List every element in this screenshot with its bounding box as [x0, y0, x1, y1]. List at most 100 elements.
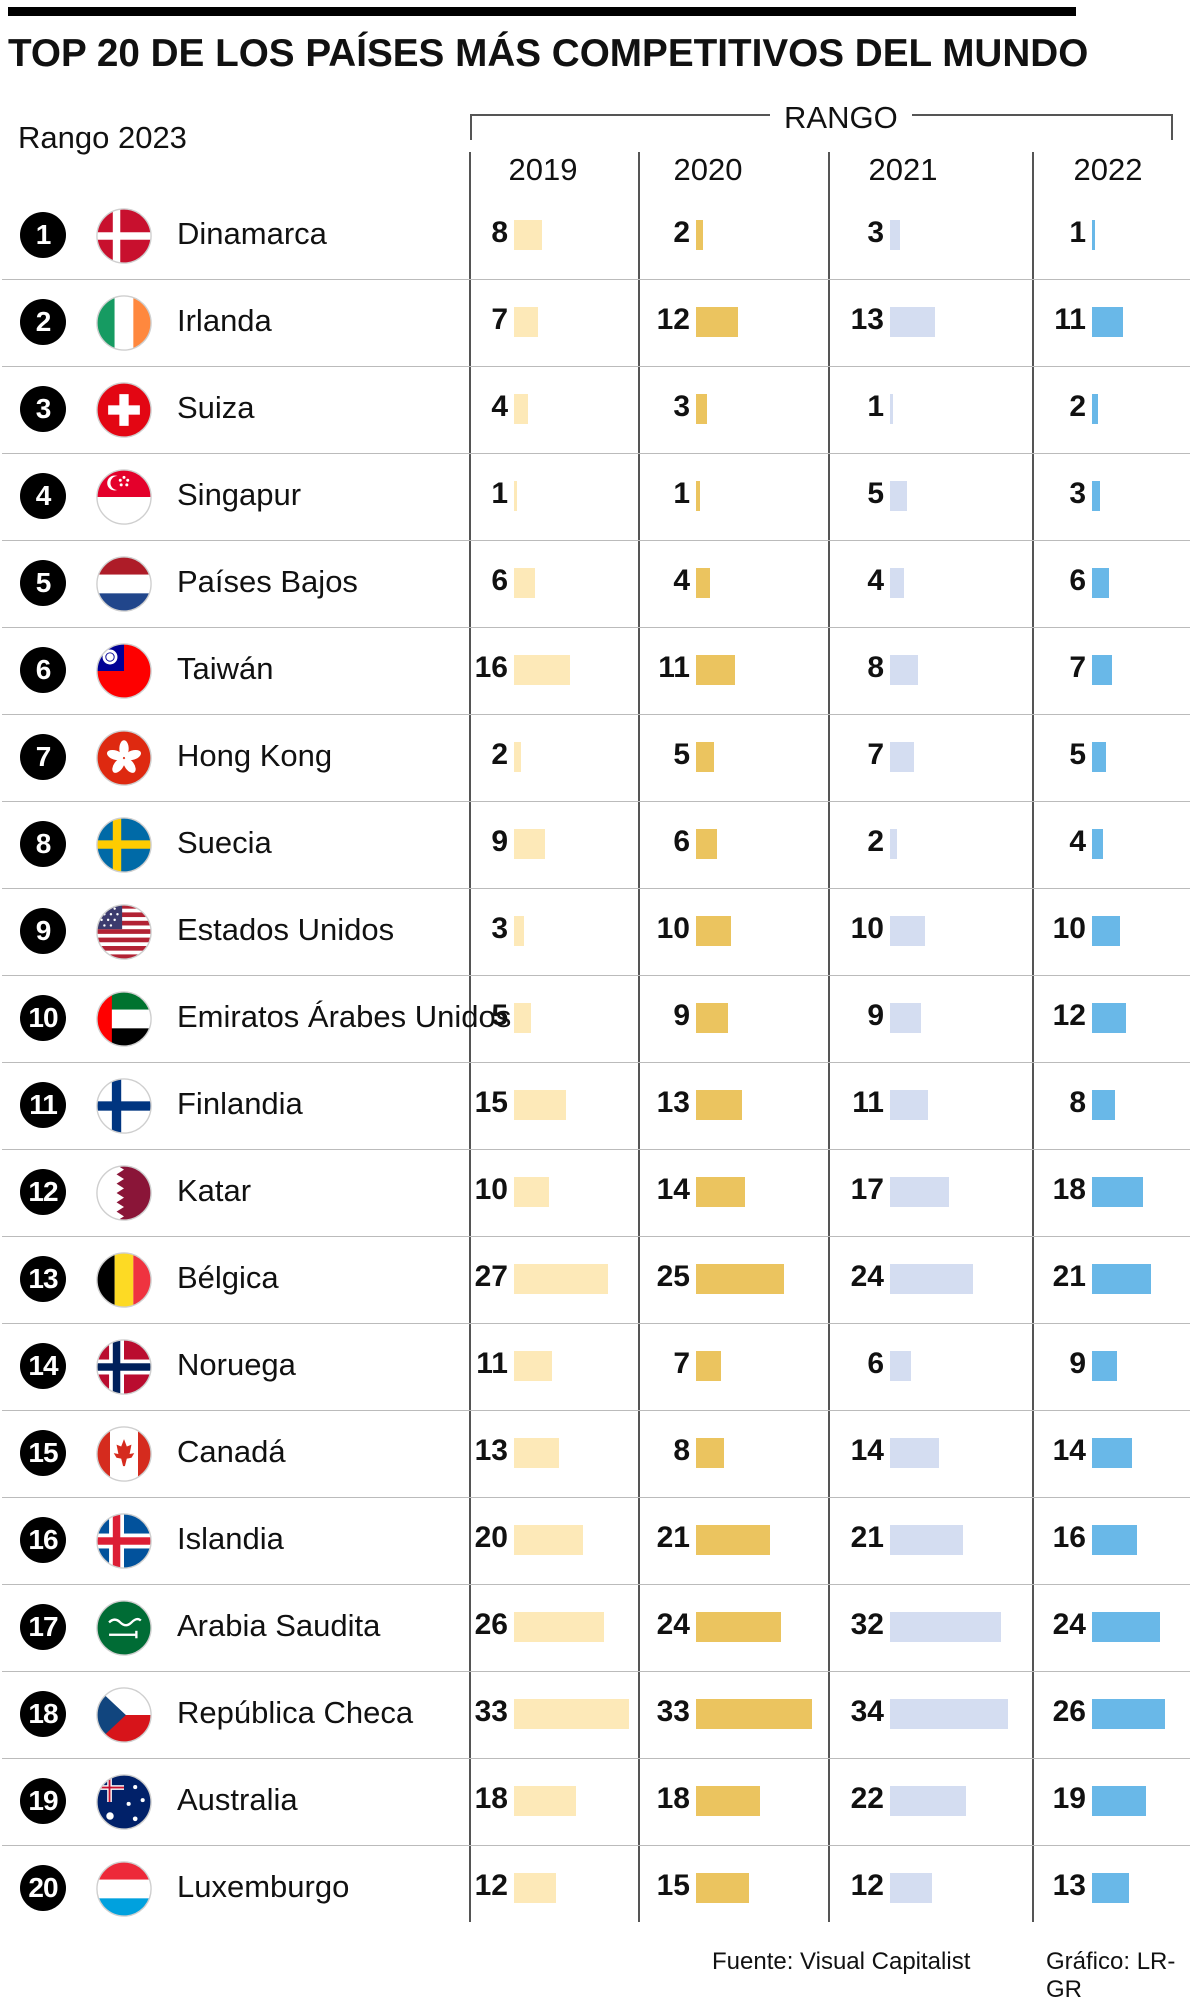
rank-badge: 6 [20, 647, 66, 693]
rank-bar-2022 [1092, 1264, 1152, 1294]
rank-value-2021: 21 [850, 1521, 884, 1554]
rank-value-2019: 7 [491, 303, 508, 336]
rank-value-2019: 27 [474, 1260, 508, 1293]
rank-bar-2021 [890, 1786, 967, 1816]
rank-value-2020: 11 [658, 651, 690, 684]
sweden-flag-icon [96, 817, 152, 873]
australia-flag-icon [96, 1774, 152, 1830]
table-row: 6 Taiwán 16 11 8 7 [2, 627, 1190, 715]
column-divider [469, 152, 471, 1922]
country-name: República Checa [177, 1695, 414, 1730]
rank-bar-2022 [1092, 1351, 1118, 1381]
rank-value-2022: 21 [1052, 1260, 1086, 1293]
rank-value-2021: 7 [867, 738, 884, 771]
rank-badge: 3 [20, 386, 66, 432]
rank-bar-2022 [1092, 1003, 1126, 1033]
rank-bar-2021 [890, 829, 897, 859]
rank-badge: 13 [20, 1256, 66, 1302]
rank-bar-2022 [1092, 1873, 1129, 1903]
rank-value-2019: 11 [476, 1347, 508, 1380]
rank-badge: 18 [20, 1691, 66, 1737]
country-name: Australia [177, 1782, 298, 1817]
table-row: 19 Australia 18 18 22 19 [2, 1758, 1190, 1846]
rank-bar-2022 [1092, 916, 1121, 946]
rank-badge: 5 [20, 560, 66, 606]
rank-bar-2019 [514, 1177, 549, 1207]
table-row: 9 Estados Unidos 3 10 10 10 [2, 888, 1190, 976]
rank-value-2020: 3 [673, 390, 690, 423]
norway-flag-icon [96, 1339, 152, 1395]
rank-bar-2022 [1092, 394, 1098, 424]
rank-value-2022: 2 [1069, 390, 1086, 423]
taiwan-flag-icon [96, 643, 152, 699]
switzerland-flag-icon [96, 382, 152, 438]
country-name: Islandia [177, 1521, 284, 1556]
rank-value-2022: 10 [1052, 912, 1086, 945]
rank-bar-2021 [890, 1003, 922, 1033]
rank-bar-2020 [696, 1699, 813, 1729]
rank-bar-2021 [890, 1264, 974, 1294]
rank-value-2022: 19 [1052, 1782, 1086, 1815]
rank-value-2021: 5 [867, 477, 884, 510]
rank-value-2020: 5 [673, 738, 690, 771]
rank-bar-2022 [1092, 1177, 1143, 1207]
rank-bar-2020 [696, 568, 711, 598]
rank-value-2019: 1 [491, 477, 508, 510]
rank-value-2019: 4 [491, 390, 508, 423]
rank-bar-2022 [1092, 1786, 1146, 1816]
rank-value-2020: 25 [656, 1260, 690, 1293]
rank-value-2020: 13 [656, 1086, 690, 1119]
rank-badge: 16 [20, 1517, 66, 1563]
rank-value-2019: 20 [474, 1521, 508, 1554]
rank-badge: 10 [20, 995, 66, 1041]
rank-bar-2020 [696, 481, 700, 511]
rank-value-2021: 9 [867, 999, 884, 1032]
rank-value-2021: 6 [867, 1347, 884, 1380]
table-row: 3 Suiza 4 3 1 2 [2, 366, 1190, 454]
rank-bar-2021 [890, 307, 936, 337]
rank-value-2020: 9 [673, 999, 690, 1032]
rank-bar-2021 [890, 220, 901, 250]
rank-bar-2019 [514, 1351, 553, 1381]
rank-value-2019: 15 [474, 1086, 508, 1119]
rank-value-2022: 5 [1069, 738, 1086, 771]
country-name: Irlanda [177, 303, 272, 338]
qatar-flag-icon [96, 1165, 152, 1221]
rank-bar-2021 [890, 1090, 929, 1120]
table-row: 15 Canadá 13 8 14 14 [2, 1410, 1190, 1498]
rank-bar-2019 [514, 481, 518, 511]
rank-bar-2019 [514, 1873, 556, 1903]
year-header-2022: 2022 [1073, 152, 1143, 187]
uae-flag-icon [96, 991, 152, 1047]
rank-value-2019: 33 [474, 1695, 508, 1728]
rank-bar-2020 [696, 1003, 728, 1033]
table-row: 18 República Checa 33 33 34 26 [2, 1671, 1190, 1759]
rank-bar-2020 [696, 307, 739, 337]
rank-badge: 2 [20, 299, 66, 345]
table-row: 17 Arabia Saudita 26 24 32 24 [2, 1584, 1190, 1672]
rank-value-2020: 33 [656, 1695, 690, 1728]
rank-bar-2021 [890, 394, 894, 424]
rank-value-2020: 1 [673, 477, 690, 510]
rank-bar-2019 [514, 742, 521, 772]
table-row: 11 Finlandia 15 13 11 8 [2, 1062, 1190, 1150]
rank-bar-2022 [1092, 481, 1101, 511]
rank-value-2019: 18 [474, 1782, 508, 1815]
rank-bar-2021 [890, 1699, 1008, 1729]
rank-bar-2022 [1092, 1612, 1160, 1642]
rank-value-2020: 6 [673, 825, 690, 858]
rank-bar-2021 [890, 742, 915, 772]
rank-badge: 19 [20, 1778, 66, 1824]
rank-bar-2021 [890, 1525, 963, 1555]
rank-bar-2022 [1092, 1699, 1166, 1729]
rank-value-2022: 1 [1069, 216, 1086, 249]
rank-value-2020: 10 [656, 912, 690, 945]
rank-bar-2019 [514, 1090, 567, 1120]
rank-value-2022: 8 [1069, 1086, 1086, 1119]
country-name: Estados Unidos [177, 912, 395, 947]
rank-value-2021: 32 [850, 1608, 884, 1641]
rank-badge: 14 [20, 1343, 66, 1389]
graphic-credit: Gráfico: LR-GR [1046, 1948, 1176, 2003]
czech-republic-flag-icon [96, 1687, 152, 1743]
rank-bar-2021 [890, 1351, 911, 1381]
